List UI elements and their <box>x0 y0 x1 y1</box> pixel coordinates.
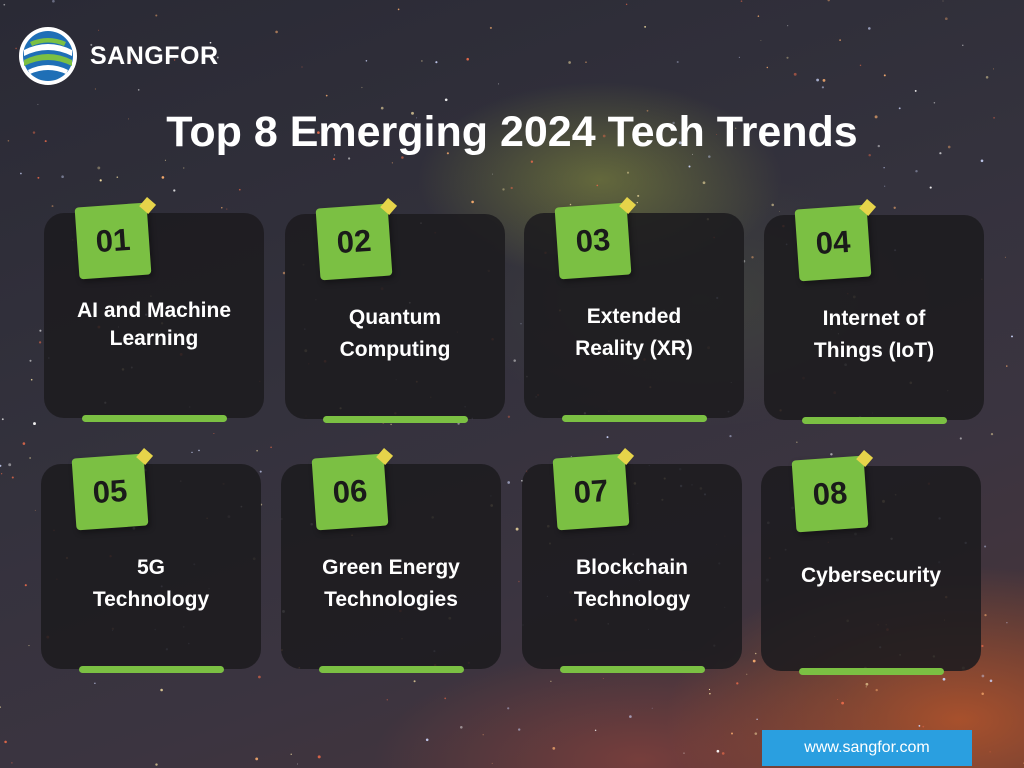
trend-card-06: 06 Green Energy Technologies <box>281 453 501 673</box>
trend-number-badge: 08 <box>791 455 869 533</box>
trend-label-line1: Cybersecurity <box>800 564 942 587</box>
trend-number-badge: 05 <box>71 453 149 531</box>
trend-label: Blockchain Technology <box>532 552 732 616</box>
trend-label: Internet of Things (IoT) <box>774 303 974 367</box>
accent-bar <box>82 415 227 422</box>
trend-number-badge: 06 <box>311 453 389 531</box>
trend-card-05: 05 5G Technology <box>41 453 261 673</box>
trend-label-line2: Things (IoT) <box>813 339 935 362</box>
trend-card-08: 08 Cybersecurity <box>761 455 981 675</box>
trend-label: 5G Technology <box>51 552 251 616</box>
trend-card-04: 04 Internet of Things (IoT) <box>764 204 984 424</box>
trend-number-badge: 02 <box>315 203 393 281</box>
trend-label-line1: Blockchain <box>575 556 689 579</box>
page-title: Top 8 Emerging 2024 Tech Trends <box>166 108 858 156</box>
brand-name: SANGFOR <box>90 41 219 70</box>
trend-label-line1: Green Energy <box>322 556 460 579</box>
trend-label-line2: Learning <box>109 327 199 350</box>
trend-label-line1: Extended <box>586 305 682 328</box>
trend-label: Cybersecurity <box>771 560 971 592</box>
trend-label: Green Energy Technologies <box>291 552 491 616</box>
trend-label-line2: Computing <box>339 338 451 361</box>
trend-label-line1: Internet of <box>822 307 926 330</box>
trend-label-line2: Technology <box>92 588 210 611</box>
accent-bar <box>560 666 705 673</box>
trend-label-line1: AI and Machine <box>76 299 232 322</box>
trend-card-02: 02 Quantum Computing <box>285 203 505 423</box>
accent-bar <box>323 416 468 423</box>
accent-bar <box>562 415 707 422</box>
trend-label-line1: Quantum <box>348 306 442 329</box>
trend-label: Quantum Computing <box>295 302 495 366</box>
globe-logo-icon <box>19 27 77 85</box>
trend-card-01: 01 AI and Machine Learning <box>44 202 264 422</box>
trend-number-badge: 03 <box>554 202 632 280</box>
accent-bar <box>802 417 947 424</box>
website-link[interactable]: www.sangfor.com <box>762 730 972 766</box>
accent-bar <box>799 668 944 675</box>
accent-bar <box>79 666 224 673</box>
trend-label: Extended Reality (XR) <box>534 301 734 365</box>
trend-label: AI and Machine Learning <box>54 297 254 353</box>
trend-number-badge: 01 <box>74 202 152 280</box>
trend-card-03: 03 Extended Reality (XR) <box>524 202 744 422</box>
sangfor-logo: SANGFOR <box>18 26 219 86</box>
trend-label-line2: Technologies <box>324 588 458 611</box>
accent-bar <box>319 666 464 673</box>
trend-number-badge: 07 <box>552 453 630 531</box>
trend-label-line2: Technology <box>573 588 691 611</box>
trend-number-badge: 04 <box>794 204 872 282</box>
trend-label-line2: Reality (XR) <box>575 337 693 360</box>
trend-card-07: 07 Blockchain Technology <box>522 453 742 673</box>
trend-label-line1: 5G <box>136 556 165 579</box>
